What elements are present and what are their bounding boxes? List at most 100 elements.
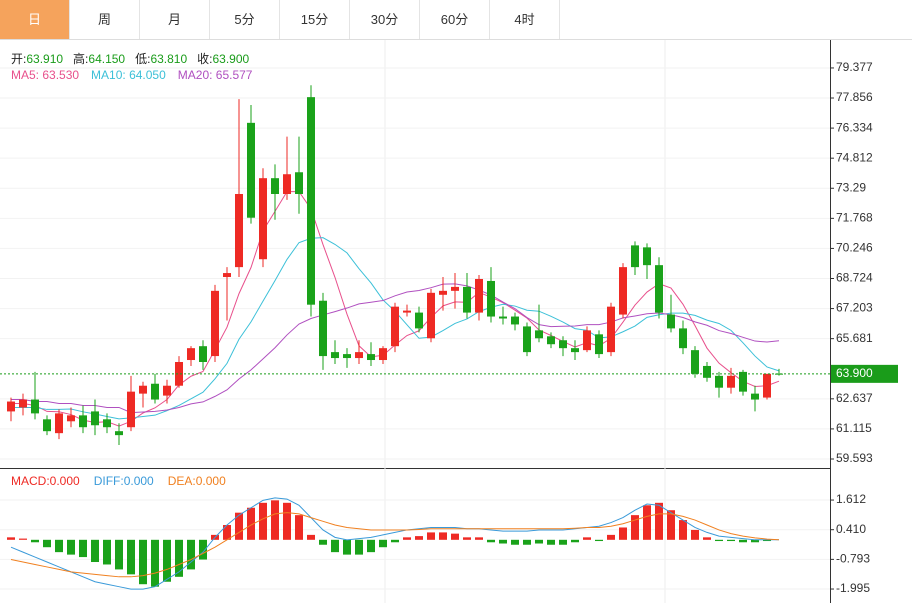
macd-bar [559,539,567,545]
candle-body [127,391,135,428]
candle-body [475,278,483,313]
macd-bar [247,507,255,540]
legend-entry: MA20: 65.577 [177,68,253,82]
macd-bar [679,520,687,540]
candle-body [211,290,219,357]
macd-bar [187,539,195,570]
y-tick-label: 1.612 [836,492,866,506]
macd-bar [115,539,123,570]
macd-bar [667,510,675,540]
macd-bar [619,527,627,540]
period-tab[interactable]: 周 [70,0,140,39]
macd-bar [739,539,747,543]
macd-bar [103,539,111,565]
candle-body [703,365,711,378]
macd-legend: MACD:0.000 DIFF:0.000 DEA:0.000 [11,474,240,488]
macd-bar [523,539,531,545]
ohlc-header: 开:63.910 高:64.150 低:63.810 收:63.900 [11,50,259,67]
macd-bar [391,539,399,543]
macd-bar [703,537,711,540]
y-tick-label: 61.115 [836,421,872,435]
macd-bar [535,539,543,544]
candle-body [667,314,675,329]
candle-body [307,97,315,305]
candle-body [619,267,627,315]
candle-body [595,334,603,355]
macd-bar [151,539,159,587]
period-tab[interactable]: 30分 [350,0,420,39]
macd-bar [295,515,303,540]
candle-body [319,300,327,357]
candle-body [499,316,507,319]
candle-body [151,383,159,400]
candle-body [187,348,195,361]
macd-bar [175,539,183,577]
candle-body [739,371,747,392]
candle-body [427,292,435,339]
candle-body [103,419,111,428]
y-tick-label: -1.995 [836,581,870,595]
legend-entry: DIFF:0.000 [93,474,154,488]
candle-body [91,411,99,426]
y-tick-label: 62.637 [836,391,873,405]
macd-line [10,497,779,590]
y-tick-label: 65.681 [836,331,873,345]
macd-bar [643,505,651,540]
last-price-box [831,364,898,383]
macd-bar [307,534,315,540]
candle-body [271,178,279,194]
candle-body [547,336,555,345]
macd-bar [271,500,279,540]
macd-bar [511,539,519,545]
period-tab[interactable]: 日 [0,0,70,39]
ohlc-value: 63.910 [26,52,64,66]
macd-bar [691,529,699,540]
candle-body [463,286,471,313]
macd-bar [403,537,411,540]
period-tab[interactable]: 60分 [420,0,490,39]
macd-bar [427,532,435,540]
macd-bar [259,502,267,540]
period-tab[interactable]: 15分 [280,0,350,39]
y-tick-label: 76.334 [836,120,873,134]
candle-body [247,122,255,218]
macd-bar [79,539,87,558]
ohlc-value: 63.900 [212,52,250,66]
macd-bar [43,539,51,548]
legend-entry: MA10: 64.050 [91,68,166,82]
candle-body [175,361,183,386]
candle-body [439,290,447,295]
period-tab[interactable]: 4时 [490,0,560,39]
macd-bar [499,539,507,544]
ohlc-value: 63.810 [150,52,188,66]
macd-bar [607,534,615,540]
ma-line [11,283,780,414]
candle-body [355,352,363,359]
macd-bar [715,539,723,542]
y-tick-label: 73.29 [836,180,866,194]
macd-bar [451,533,459,540]
y-tick-label: 0.410 [836,522,866,536]
y-tick-label: 70.246 [836,241,873,255]
candle-body [331,352,339,359]
macd-bar [595,539,603,542]
candle-body [631,245,639,268]
period-tabs: 日周月 5分 15分 30分 60分 4时 [0,0,912,40]
candle-body [19,399,27,408]
candle-body [139,385,147,394]
candle-body [343,354,351,359]
macd-bar [463,537,471,540]
legend-entry: MA5: 63.530 [11,68,80,82]
candle-body [43,419,51,432]
macd-bar [751,539,759,543]
candle-body [655,265,663,313]
candle-body [571,348,579,353]
candle-body [403,310,411,313]
candle-body [511,316,519,325]
period-tab[interactable]: 月 [140,0,210,39]
period-tab[interactable]: 5分 [210,0,280,39]
macd-bar [127,539,135,575]
macd-bar [91,539,99,563]
ohlc-label: 开: [11,52,27,66]
